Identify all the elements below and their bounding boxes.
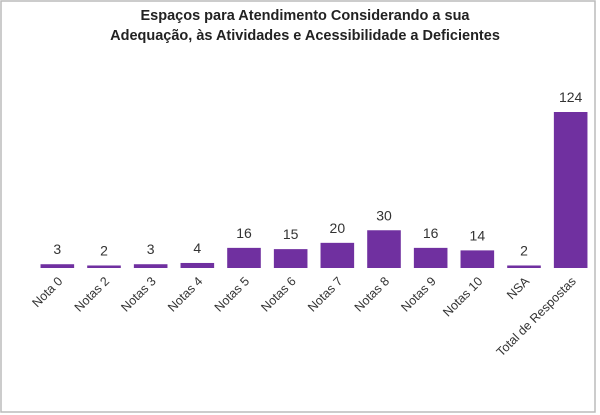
- value-label: 3: [53, 241, 61, 257]
- bar: [227, 247, 261, 268]
- bar: [320, 242, 355, 268]
- bar: [180, 262, 215, 268]
- bar: [40, 264, 75, 268]
- value-label: 3: [147, 241, 155, 257]
- bar: [133, 264, 168, 268]
- value-label: 2: [100, 242, 108, 258]
- value-label: 15: [283, 226, 299, 242]
- value-label: 30: [376, 207, 392, 223]
- value-label: 16: [423, 225, 439, 241]
- value-label: 124: [559, 89, 583, 105]
- value-label: 2: [520, 242, 528, 258]
- chart-title: Espaços para Atendimento Considerando a …: [140, 8, 470, 24]
- bar: [460, 250, 495, 268]
- value-label: 14: [470, 227, 486, 243]
- bar: [367, 230, 401, 268]
- bar: [507, 265, 541, 268]
- chart-title: Adequação, às Atividades e Acessibilidad…: [110, 28, 500, 44]
- bar: [413, 247, 448, 268]
- bar: [273, 249, 308, 268]
- value-label: 20: [330, 220, 346, 236]
- bar: [553, 112, 588, 268]
- bar: [87, 265, 121, 268]
- value-label: 16: [236, 225, 252, 241]
- value-label: 4: [193, 240, 201, 256]
